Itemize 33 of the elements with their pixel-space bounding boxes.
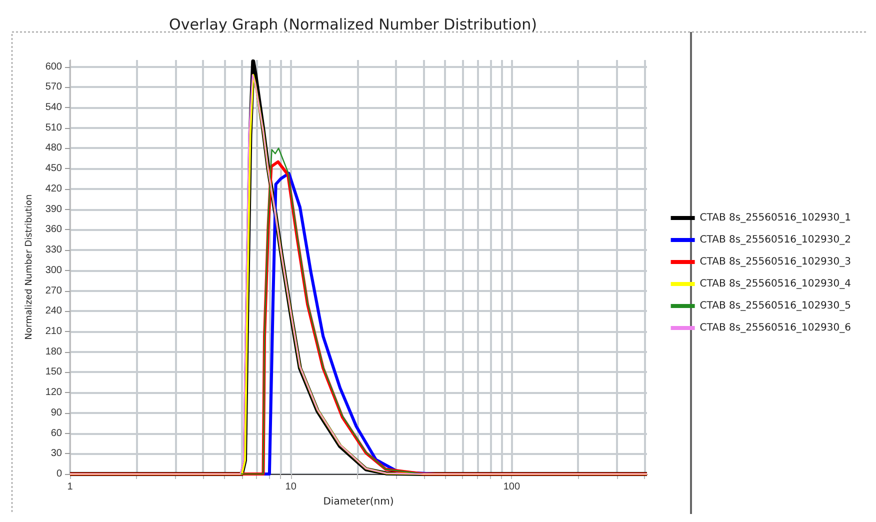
legend-label: CTAB 8s_25560516_102930_5 <box>700 300 851 312</box>
y-tick-label: 300 <box>45 264 62 276</box>
y-axis-title: Normalized Number Distribution <box>24 194 34 340</box>
x-tick-label: 100 <box>503 482 520 492</box>
y-tick-label: 210 <box>45 326 62 337</box>
chart-title: Overlay Graph (Normalized Number Distribution) <box>169 16 537 34</box>
y-tick-label: 30 <box>50 448 62 460</box>
legend-label: CTAB 8s_25560516_102930_6 <box>700 322 851 334</box>
x-tick-label: 10 <box>285 482 297 492</box>
y-tick-label: 150 <box>45 366 62 378</box>
y-tick-label: 90 <box>50 407 62 418</box>
y-tick-label: 60 <box>50 428 62 439</box>
y-tick-label: 120 <box>45 387 62 398</box>
y-tick-label: 270 <box>45 285 62 296</box>
y-tick-label: 570 <box>45 82 62 93</box>
y-tick-label: 0 <box>56 468 62 480</box>
legend-label: CTAB 8s_25560516_102930_3 <box>700 256 851 268</box>
y-tick-label: 360 <box>45 224 62 236</box>
y-tick-label: 180 <box>45 346 62 358</box>
legend-label: CTAB 8s_25560516_102930_4 <box>700 278 851 290</box>
y-tick-label: 510 <box>45 122 62 134</box>
y-tick-label: 390 <box>45 204 62 215</box>
y-tick-label: 480 <box>45 142 62 154</box>
y-tick-label: 600 <box>45 61 62 72</box>
y-tick-label: 240 <box>45 306 62 317</box>
legend-label: CTAB 8s_25560516_102930_1 <box>700 212 851 224</box>
y-tick-label: 420 <box>45 183 62 194</box>
legend-label: CTAB 8s_25560516_102930_2 <box>700 234 851 246</box>
y-tick-label: 450 <box>45 163 62 174</box>
y-tick-label: 330 <box>45 244 62 256</box>
x-axis-title: Diameter(nm) <box>323 496 394 508</box>
y-tick-label: 540 <box>45 102 62 114</box>
x-tick-label: 1 <box>67 482 74 492</box>
